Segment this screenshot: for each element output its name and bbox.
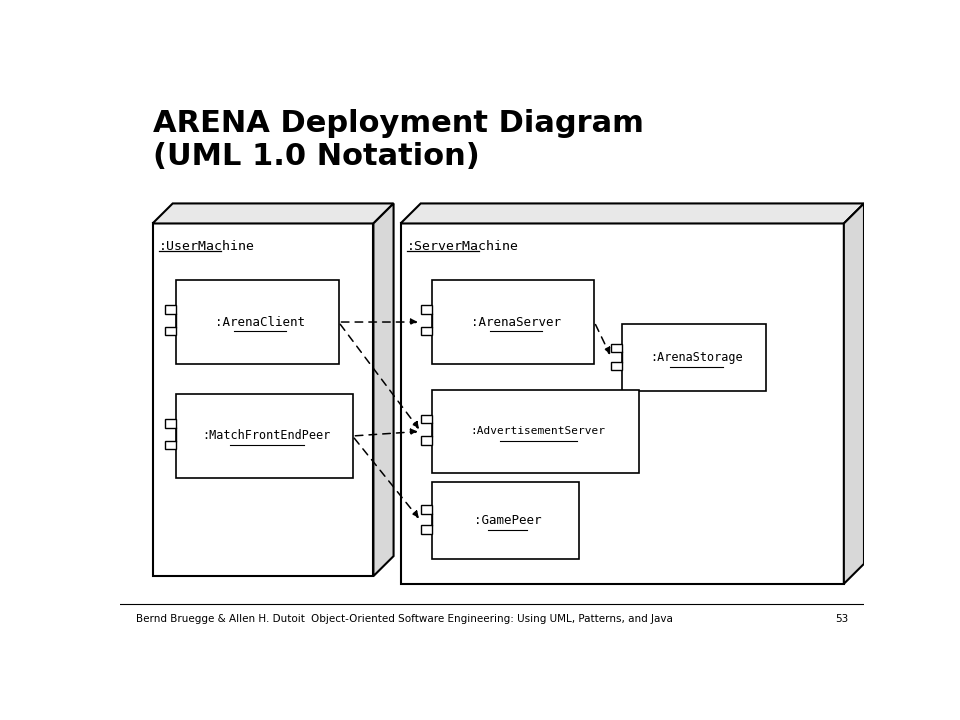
Polygon shape [420, 327, 432, 336]
Polygon shape [400, 204, 864, 223]
Polygon shape [373, 204, 394, 576]
Polygon shape [420, 505, 432, 514]
Polygon shape [432, 482, 579, 559]
Text: :UserMachine: :UserMachine [158, 240, 254, 253]
Text: 53: 53 [835, 614, 849, 624]
Text: :MatchFrontEndPeer: :MatchFrontEndPeer [203, 429, 331, 443]
Polygon shape [400, 223, 844, 584]
Polygon shape [432, 390, 639, 473]
Text: :ArenaServer: :ArenaServer [470, 315, 561, 328]
Text: :ServerMachine: :ServerMachine [407, 240, 518, 253]
Polygon shape [165, 327, 176, 336]
Polygon shape [622, 323, 765, 391]
Polygon shape [420, 305, 432, 314]
Polygon shape [176, 395, 352, 477]
Polygon shape [420, 436, 432, 445]
Polygon shape [153, 223, 373, 576]
Text: ARENA Deployment Diagram
(UML 1.0 Notation): ARENA Deployment Diagram (UML 1.0 Notati… [153, 109, 643, 171]
Polygon shape [420, 526, 432, 534]
Text: Object-Oriented Software Engineering: Using UML, Patterns, and Java: Object-Oriented Software Engineering: Us… [311, 614, 673, 624]
Text: Bernd Bruegge & Allen H. Dutoit: Bernd Bruegge & Allen H. Dutoit [135, 614, 304, 624]
Text: :ArenaStorage: :ArenaStorage [650, 351, 743, 364]
Text: :GamePeer: :GamePeer [474, 514, 541, 527]
Polygon shape [432, 280, 594, 364]
Polygon shape [165, 305, 176, 314]
Polygon shape [844, 204, 864, 584]
Polygon shape [165, 419, 176, 428]
Polygon shape [176, 280, 339, 364]
Text: :AdvertisementServer: :AdvertisementServer [470, 426, 606, 436]
Polygon shape [165, 441, 176, 449]
Polygon shape [420, 415, 432, 423]
Text: :ArenaClient: :ArenaClient [215, 315, 305, 328]
Polygon shape [612, 344, 622, 352]
Polygon shape [153, 204, 394, 223]
Polygon shape [612, 361, 622, 370]
